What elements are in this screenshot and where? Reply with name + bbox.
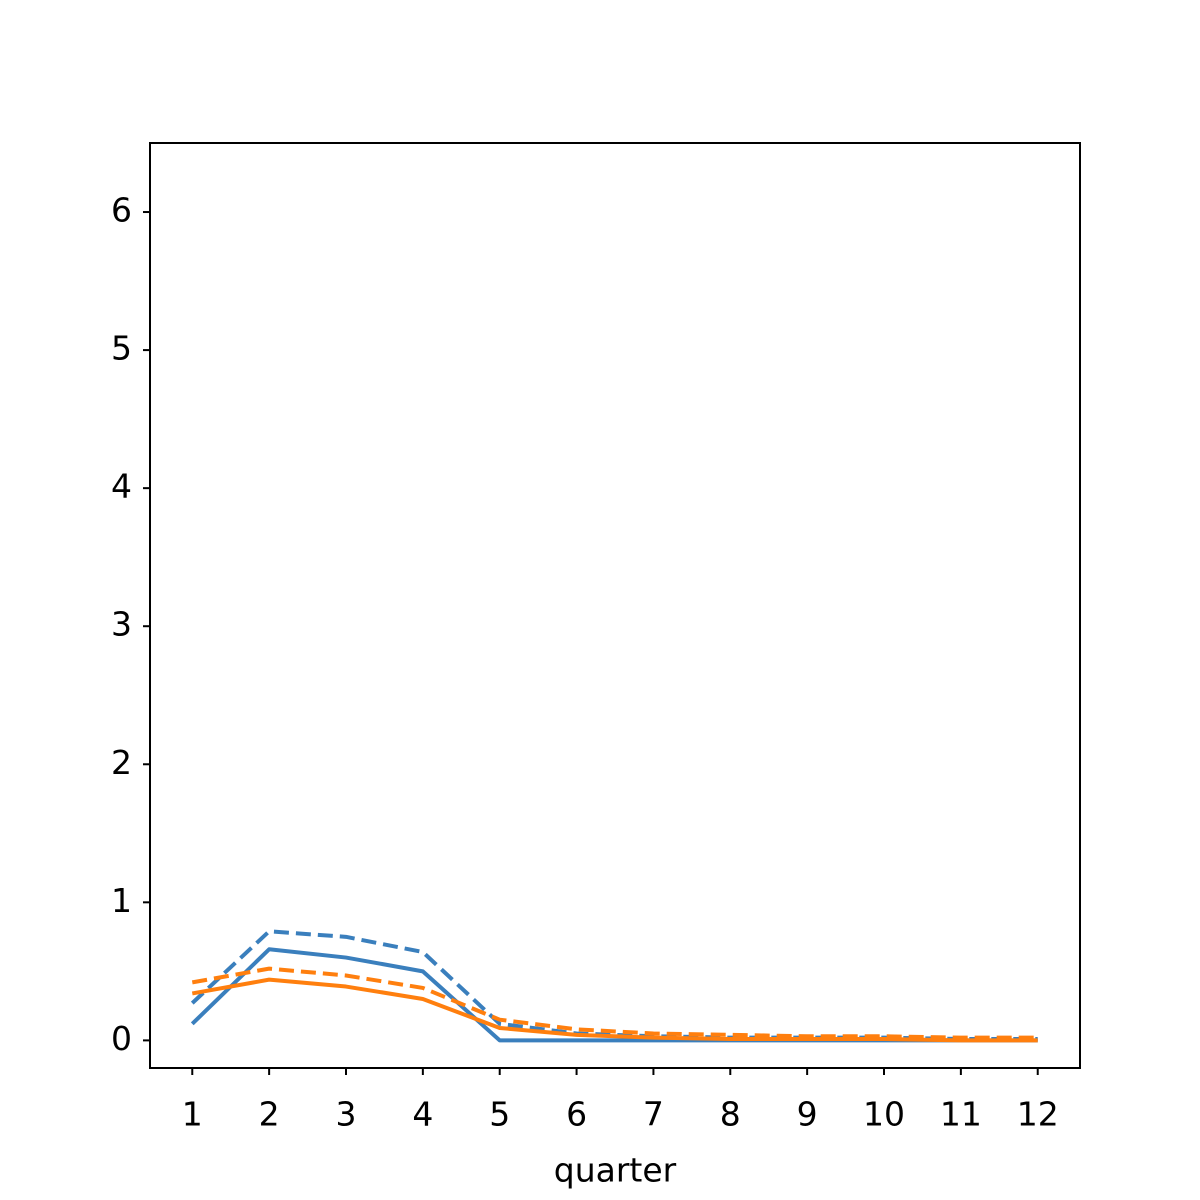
- y-tick-label: 5: [111, 329, 132, 368]
- x-axis-label: quarter: [554, 1151, 677, 1190]
- x-tick-label: 7: [643, 1095, 664, 1134]
- x-tick-label: 11: [940, 1095, 982, 1134]
- plot-frame: [149, 142, 1081, 1069]
- y-tick-label: 4: [111, 467, 132, 506]
- y-tick-label: 6: [111, 191, 132, 230]
- x-tick-label: 1: [182, 1095, 203, 1134]
- line-series: [190, 947, 1038, 1043]
- x-tick-label: 6: [566, 1095, 587, 1134]
- y-tick-label: 0: [111, 1019, 132, 1058]
- x-tick-label: 3: [335, 1095, 356, 1134]
- line-series: [191, 966, 1038, 1040]
- x-tick-label: 5: [489, 1095, 510, 1134]
- x-tick-label: 8: [720, 1095, 741, 1134]
- y-tick-label: 3: [111, 605, 132, 644]
- x-tick-label: 4: [412, 1095, 433, 1134]
- x-tick-label: 9: [797, 1095, 818, 1134]
- x-tick-label: 2: [259, 1095, 280, 1134]
- y-tick-label: 1: [111, 881, 132, 920]
- line-series: [191, 977, 1038, 1043]
- y-tick-label: 2: [111, 743, 132, 782]
- x-tick-label: 12: [1017, 1095, 1059, 1134]
- x-tick-label: 10: [863, 1095, 905, 1134]
